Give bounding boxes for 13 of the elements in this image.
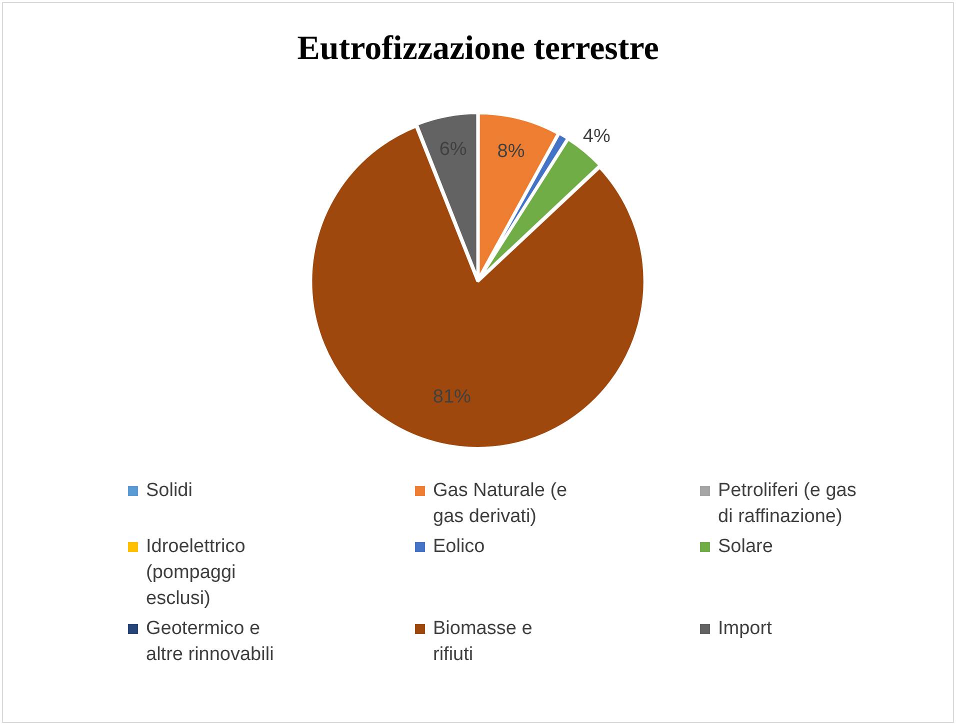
legend-label: Geotermico e altre rinnovabili [146,617,275,667]
legend-label: Idroelettrico (pompaggi esclusi) [146,535,246,611]
legend-label: Solidi [146,479,194,503]
data-label: 4% [582,126,610,148]
data-label: 81% [432,386,472,408]
legend-label: Eolico [433,535,486,559]
legend-label: Petroliferi (e gas di raffinazione) [718,479,858,529]
legend-label: Biomasse e rifiuti [433,617,534,667]
legend-label: Gas Naturale (e gas derivati) [433,479,568,529]
legend-label: Import [718,617,773,641]
chart-title: Eutrofizzazione terrestre [297,30,659,68]
data-label: 8% [497,140,525,162]
legend-label: Solare [718,535,774,559]
